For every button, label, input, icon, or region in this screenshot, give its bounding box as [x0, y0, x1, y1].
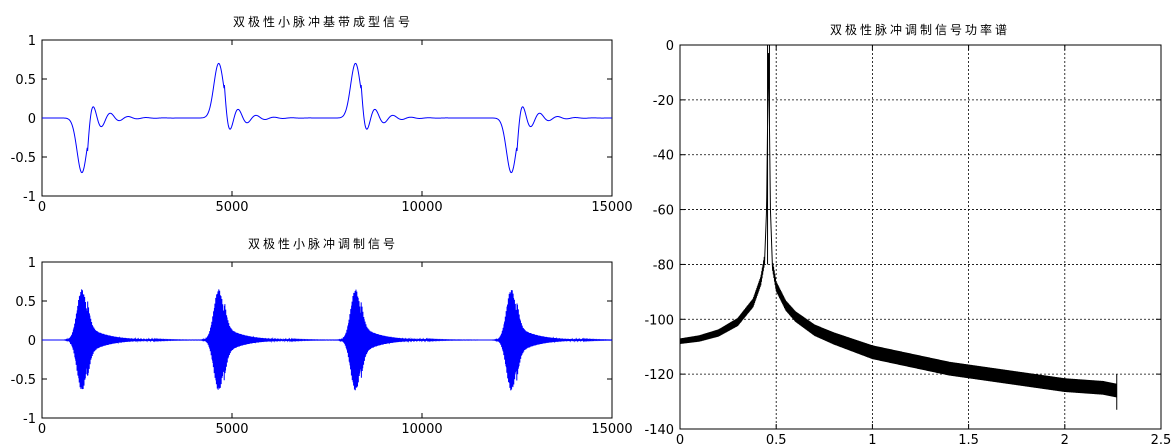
x-tick-label: 0 — [38, 422, 46, 437]
chart-title: 双极性小脉冲调制信号 — [248, 236, 398, 251]
x-axis: 0 5000 10000 15000 — [38, 40, 633, 215]
grid — [680, 45, 1161, 429]
y-axis: 1 0.5 0 -0.5 -1 — [11, 256, 612, 427]
y-tick-label: -0.5 — [11, 373, 36, 388]
x-tick-label: 5000 — [215, 422, 248, 437]
series-line — [42, 289, 613, 391]
chart-title: 双极性脉冲调制信号功率谱 — [830, 22, 1010, 37]
y-axis: 1 0.5 0 -0.5 -1 — [11, 34, 612, 205]
y-tick-label: -140 — [644, 423, 674, 438]
y-tick-label: -40 — [653, 149, 674, 164]
y-tick-label: -80 — [653, 258, 674, 273]
series-line — [679, 45, 1118, 410]
x-tick-label: 10000 — [401, 422, 442, 437]
baseband-pulse-chart: 双极性小脉冲基带成型信号 0 5000 10000 15000 1 0.5 0 -0.5 -1 — [11, 14, 633, 215]
power-spectrum-chart: 双极性脉冲调制信号功率谱 0 0.5 1 1.5 2 2.5 0 -20 -40 -60 -80 -… — [644, 22, 1171, 447]
y-tick-label: -1 — [23, 412, 36, 427]
x-tick-label: 15000 — [591, 422, 632, 437]
x-tick-label: 2.5 — [1151, 433, 1172, 447]
y-tick-label: 0 — [666, 39, 674, 54]
x-tick-label: 0 — [38, 200, 46, 215]
y-tick-label: 0.5 — [15, 295, 36, 310]
chart-title: 双极性小脉冲基带成型信号 — [233, 14, 413, 29]
y-tick-label: -120 — [644, 368, 674, 383]
x-tick-label: 5000 — [215, 200, 248, 215]
y-tick-label: 1 — [28, 34, 36, 49]
x-tick-label: 0.5 — [766, 433, 787, 447]
y-tick-label: -60 — [653, 204, 674, 219]
x-axis: 0 5000 10000 15000 — [38, 262, 633, 437]
y-tick-label: 0 — [28, 334, 36, 349]
series-line — [42, 62, 612, 174]
x-tick-label: 0 — [676, 433, 684, 447]
y-tick-label: -100 — [644, 313, 674, 328]
y-tick-label: 1 — [28, 256, 36, 271]
plot-frame — [679, 44, 1162, 430]
y-tick-label: -1 — [23, 190, 36, 205]
x-tick-label: 10000 — [401, 200, 442, 215]
y-tick-label: -0.5 — [11, 151, 36, 166]
x-tick-label: 15000 — [591, 200, 632, 215]
y-tick-label: -20 — [653, 94, 674, 109]
x-tick-label: 1 — [868, 433, 876, 447]
y-axis: 0 -20 -40 -60 -80 -100 -120 -140 — [644, 39, 1161, 438]
x-tick-label: 2 — [1061, 433, 1069, 447]
y-tick-label: 0.5 — [15, 73, 36, 88]
x-tick-label: 1.5 — [958, 433, 979, 447]
y-tick-label: 0 — [28, 112, 36, 127]
x-axis: 0 0.5 1 1.5 2 2.5 — [676, 45, 1171, 447]
modulated-pulse-chart: 双极性小脉冲调制信号 0 5000 10000 15000 1 0.5 0 -0.5 -1 — [11, 236, 633, 437]
